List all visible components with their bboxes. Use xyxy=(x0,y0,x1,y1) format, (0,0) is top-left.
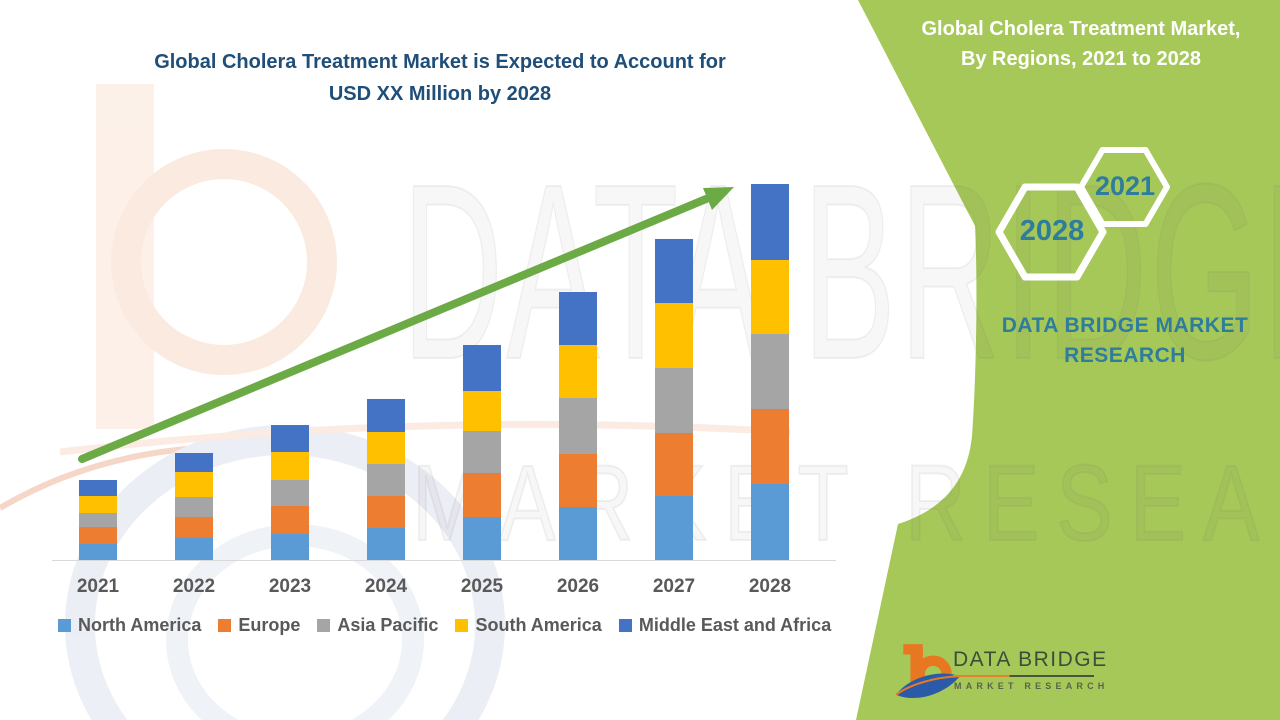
logo-wordmark: DATA BRIDGE xyxy=(953,648,1108,671)
stacked-bar-2027 xyxy=(655,239,693,560)
data-bridge-logo-icon xyxy=(895,644,961,699)
bar-segment-2024-south-america xyxy=(367,432,405,464)
bar-segment-2025-europe xyxy=(463,473,501,517)
legend-swatch-icon xyxy=(58,619,71,632)
hexagon-2021-outline xyxy=(1078,147,1170,227)
bar-segment-2025-south-america xyxy=(463,391,501,431)
x-axis-label-2021: 2021 xyxy=(76,576,120,597)
x-axis-label-2028: 2028 xyxy=(748,576,792,597)
bar-segment-2021-north-america xyxy=(79,544,117,560)
stacked-bar-2024 xyxy=(367,399,405,560)
bar-segment-2028-asia-pacific xyxy=(751,334,789,409)
side-panel-title: Global Cholera Treatment Market, By Regi… xyxy=(892,14,1270,74)
bar-segment-2022-north-america xyxy=(175,538,213,560)
legend-swatch-icon xyxy=(317,619,331,632)
bar-segment-2028-middle-east-and-africa xyxy=(751,184,789,260)
stacked-bar-2022 xyxy=(175,453,213,560)
bar-segment-2025-north-america xyxy=(463,517,501,560)
legend-label: North America xyxy=(78,615,202,635)
side-panel-brand-text: DATA BRIDGE MARKET RESEARCH xyxy=(960,311,1280,371)
x-axis-label-2023: 2023 xyxy=(268,576,312,597)
stacked-bar-2026 xyxy=(559,292,597,560)
bar-segment-2022-middle-east-and-africa xyxy=(175,453,213,472)
legend-swatch-icon xyxy=(455,619,469,632)
bar-segment-2026-asia-pacific xyxy=(559,398,597,454)
x-axis-label-2022: 2022 xyxy=(172,576,216,597)
bar-segment-2023-middle-east-and-africa xyxy=(271,425,309,452)
x-axis-label-2025: 2025 xyxy=(460,576,504,597)
brand-text-line2: RESEARCH xyxy=(1064,344,1186,367)
bar-segment-2026-north-america xyxy=(559,507,597,560)
bar-segment-2025-asia-pacific xyxy=(463,431,501,473)
bar-segment-2026-europe xyxy=(559,454,597,507)
legend-swatch-icon xyxy=(218,619,232,632)
stacked-bar-2025 xyxy=(463,345,501,560)
legend-label: Middle East and Africa xyxy=(638,615,832,635)
chart-title-line1: Global Cholera Treatment Market is Expec… xyxy=(154,51,726,73)
logo-underline xyxy=(953,675,1094,677)
bar-segment-2025-middle-east-and-africa xyxy=(463,345,501,391)
bar-segment-2027-europe xyxy=(655,433,693,496)
green-side-panel xyxy=(856,0,1280,720)
hexagon-2021-label: 2021 xyxy=(1094,171,1156,201)
bar-segment-2022-south-america xyxy=(175,472,213,497)
x-axis-label-2026: 2026 xyxy=(556,576,600,597)
stacked-bar-2021 xyxy=(79,480,117,560)
legend-label: South America xyxy=(475,615,602,635)
x-axis-line xyxy=(52,560,836,561)
legend-label: Europe xyxy=(238,615,301,635)
chart-legend: North America Europe Asia Pacific South Ame… xyxy=(58,615,831,636)
chart-title-line2: USD XX Million by 2028 xyxy=(328,83,552,105)
bar-segment-2028-south-america xyxy=(751,260,789,334)
bar-segment-2021-middle-east-and-africa xyxy=(79,480,117,496)
x-axis-label-2027: 2027 xyxy=(652,576,696,597)
bar-segment-2027-north-america xyxy=(655,496,693,560)
legend-swatch-icon xyxy=(618,619,632,632)
bar-segment-2021-asia-pacific xyxy=(79,513,117,527)
bar-segment-2028-north-america xyxy=(751,484,789,560)
logo-subtext: MARKET RESEARCH xyxy=(954,681,1109,691)
bar-segment-2023-asia-pacific xyxy=(271,480,309,506)
x-axis-label-2024: 2024 xyxy=(364,576,408,597)
bar-segment-2027-middle-east-and-africa xyxy=(655,239,693,303)
legend-item-south-america: South America xyxy=(455,615,602,636)
bar-segment-2026-south-america xyxy=(559,345,597,398)
bar-segment-2024-north-america xyxy=(367,528,405,560)
trend-arrow-icon xyxy=(78,187,734,463)
side-panel-title-line2: By Regions, 2021 to 2028 xyxy=(960,48,1202,70)
bar-segment-2022-asia-pacific xyxy=(175,497,213,517)
legend-item-north-america: North America xyxy=(58,615,201,636)
brand-text-line1: DATA BRIDGE MARKET xyxy=(1001,314,1249,337)
bar-segment-2027-asia-pacific xyxy=(655,368,693,433)
hexagon-2028-label: 2028 xyxy=(1019,215,1085,247)
stacked-bar-2028 xyxy=(751,184,789,560)
bar-segment-2021-south-america xyxy=(79,496,117,513)
bar-segment-2024-asia-pacific xyxy=(367,464,405,496)
chart-title: Global Cholera Treatment Market is Expec… xyxy=(58,46,822,110)
stacked-bar-2023 xyxy=(271,425,309,560)
bar-segment-2021-europe xyxy=(79,527,117,544)
hexagon-2028-outline xyxy=(995,183,1107,281)
legend-label: Asia Pacific xyxy=(337,615,439,635)
bar-segment-2023-south-america xyxy=(271,452,309,480)
legend-item-middle-east-and-africa: Middle East and Africa xyxy=(618,615,832,636)
bar-segment-2026-middle-east-and-africa xyxy=(559,292,597,345)
bar-segment-2027-south-america xyxy=(655,303,693,368)
bar-segment-2022-europe xyxy=(175,517,213,538)
bar-segment-2028-europe xyxy=(751,409,789,484)
legend-item-asia-pacific: Asia Pacific xyxy=(317,615,438,636)
side-panel-title-line1: Global Cholera Treatment Market, xyxy=(921,18,1241,40)
bar-segment-2024-middle-east-and-africa xyxy=(367,399,405,432)
bar-segment-2023-north-america xyxy=(271,534,309,560)
bar-segment-2024-europe xyxy=(367,496,405,528)
bar-segment-2023-europe xyxy=(271,506,309,534)
legend-item-europe: Europe xyxy=(218,615,300,636)
